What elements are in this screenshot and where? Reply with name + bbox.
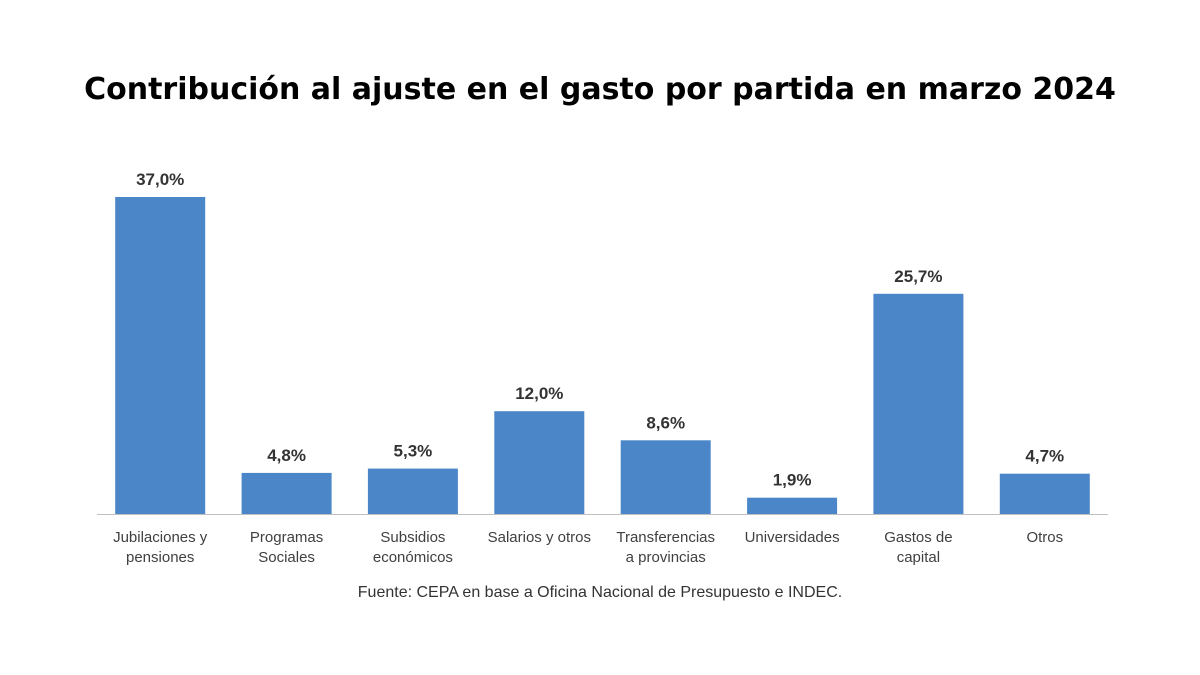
category-label: Programas Sociales: [250, 529, 323, 566]
data-label: 37,0%: [136, 170, 184, 189]
bar: [494, 411, 585, 514]
data-label: 8,6%: [646, 413, 685, 432]
category-label: Subsidios económicos: [373, 529, 453, 566]
data-label: 4,8%: [267, 446, 306, 465]
data-label: 12,0%: [515, 384, 563, 403]
data-label: 4,7%: [1025, 447, 1064, 466]
bar: [999, 473, 1090, 514]
data-label: 5,3%: [394, 442, 433, 461]
data-label: 1,9%: [773, 471, 812, 490]
category-label: Salarios y otros: [488, 529, 591, 546]
category-label: Gastos de capital: [884, 529, 952, 566]
category-label: Otros: [1026, 529, 1063, 546]
category-label: Jubilaciones y pensiones: [113, 529, 208, 566]
bar: [367, 468, 458, 514]
bar: [747, 497, 838, 514]
bar: [873, 293, 964, 514]
category-label: Transferencias a provincias: [616, 529, 715, 566]
bar: [115, 197, 206, 514]
source-note: Fuente: CEPA en base a Oficina Nacional …: [357, 584, 843, 601]
category-label: Universidades: [745, 529, 840, 546]
data-label: 25,7%: [894, 267, 942, 286]
chart-title: Contribución al ajuste en el gasto por p…: [84, 72, 1116, 107]
bar: [620, 440, 711, 514]
bar: [241, 472, 332, 514]
